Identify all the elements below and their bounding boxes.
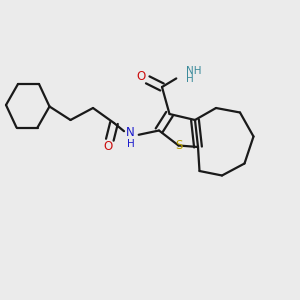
Text: O: O	[136, 70, 146, 83]
Text: H: H	[127, 139, 134, 149]
Text: N: N	[126, 126, 135, 140]
Text: NH: NH	[186, 65, 202, 76]
Text: H: H	[186, 74, 194, 85]
Text: O: O	[103, 140, 112, 154]
Text: S: S	[175, 139, 182, 152]
